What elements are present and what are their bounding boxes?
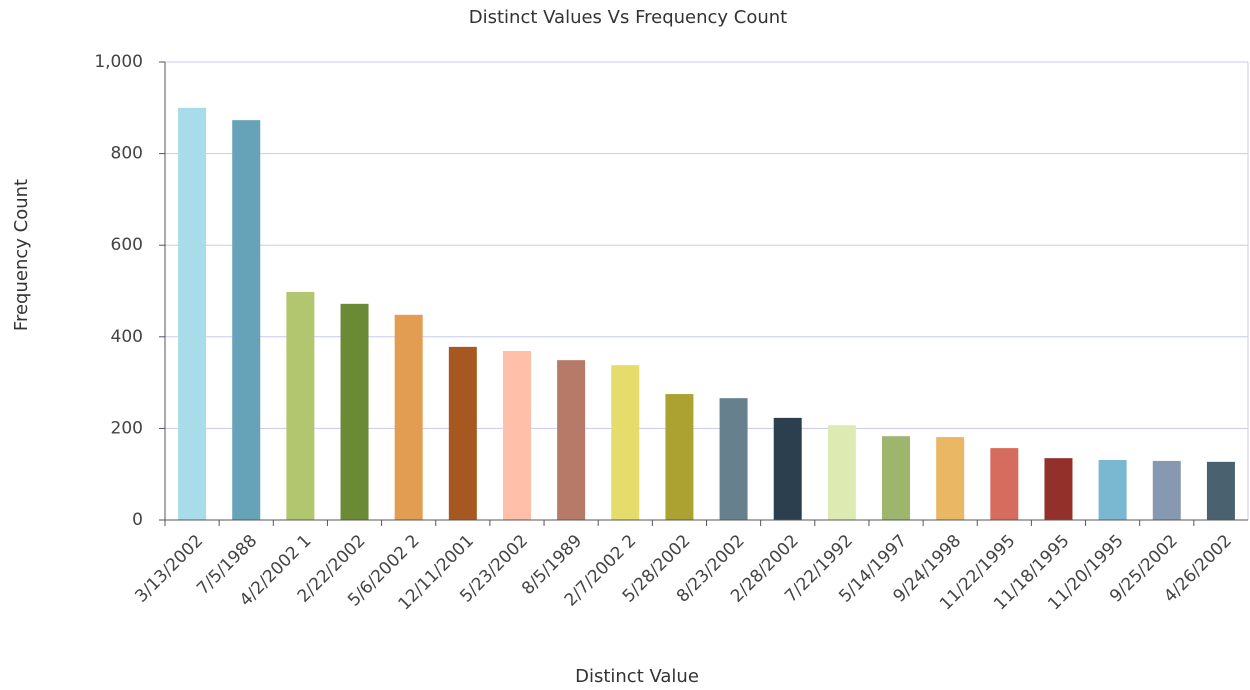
bar xyxy=(557,360,586,520)
bar xyxy=(286,291,315,520)
x-tick-label: 3/13/2002 xyxy=(131,531,207,607)
bar xyxy=(502,350,531,520)
y-tick-label: 200 xyxy=(111,418,143,438)
bar xyxy=(882,436,911,520)
x-axis-title: Distinct Value xyxy=(575,666,699,687)
bar xyxy=(827,425,856,520)
bar xyxy=(665,394,694,520)
bar xyxy=(611,365,640,520)
y-axis-title: Frequency Count xyxy=(11,179,32,331)
bar xyxy=(936,437,965,520)
bar xyxy=(178,107,207,521)
bar xyxy=(1152,460,1181,520)
bar xyxy=(232,120,261,520)
y-tick-label: 1,000 xyxy=(94,52,143,72)
bar xyxy=(990,448,1019,520)
bar xyxy=(448,346,477,520)
bar xyxy=(773,417,802,520)
bar xyxy=(719,398,748,520)
bar xyxy=(1044,458,1073,520)
y-tick-label: 800 xyxy=(111,144,143,164)
chart-title: Distinct Values Vs Frequency Count xyxy=(469,7,788,28)
y-tick-label: 600 xyxy=(111,235,143,255)
bar xyxy=(1098,460,1127,520)
bar xyxy=(1206,461,1235,520)
bar xyxy=(394,314,423,520)
y-tick-label: 0 xyxy=(132,510,143,530)
y-tick-label: 400 xyxy=(111,327,143,347)
bar xyxy=(340,303,369,520)
